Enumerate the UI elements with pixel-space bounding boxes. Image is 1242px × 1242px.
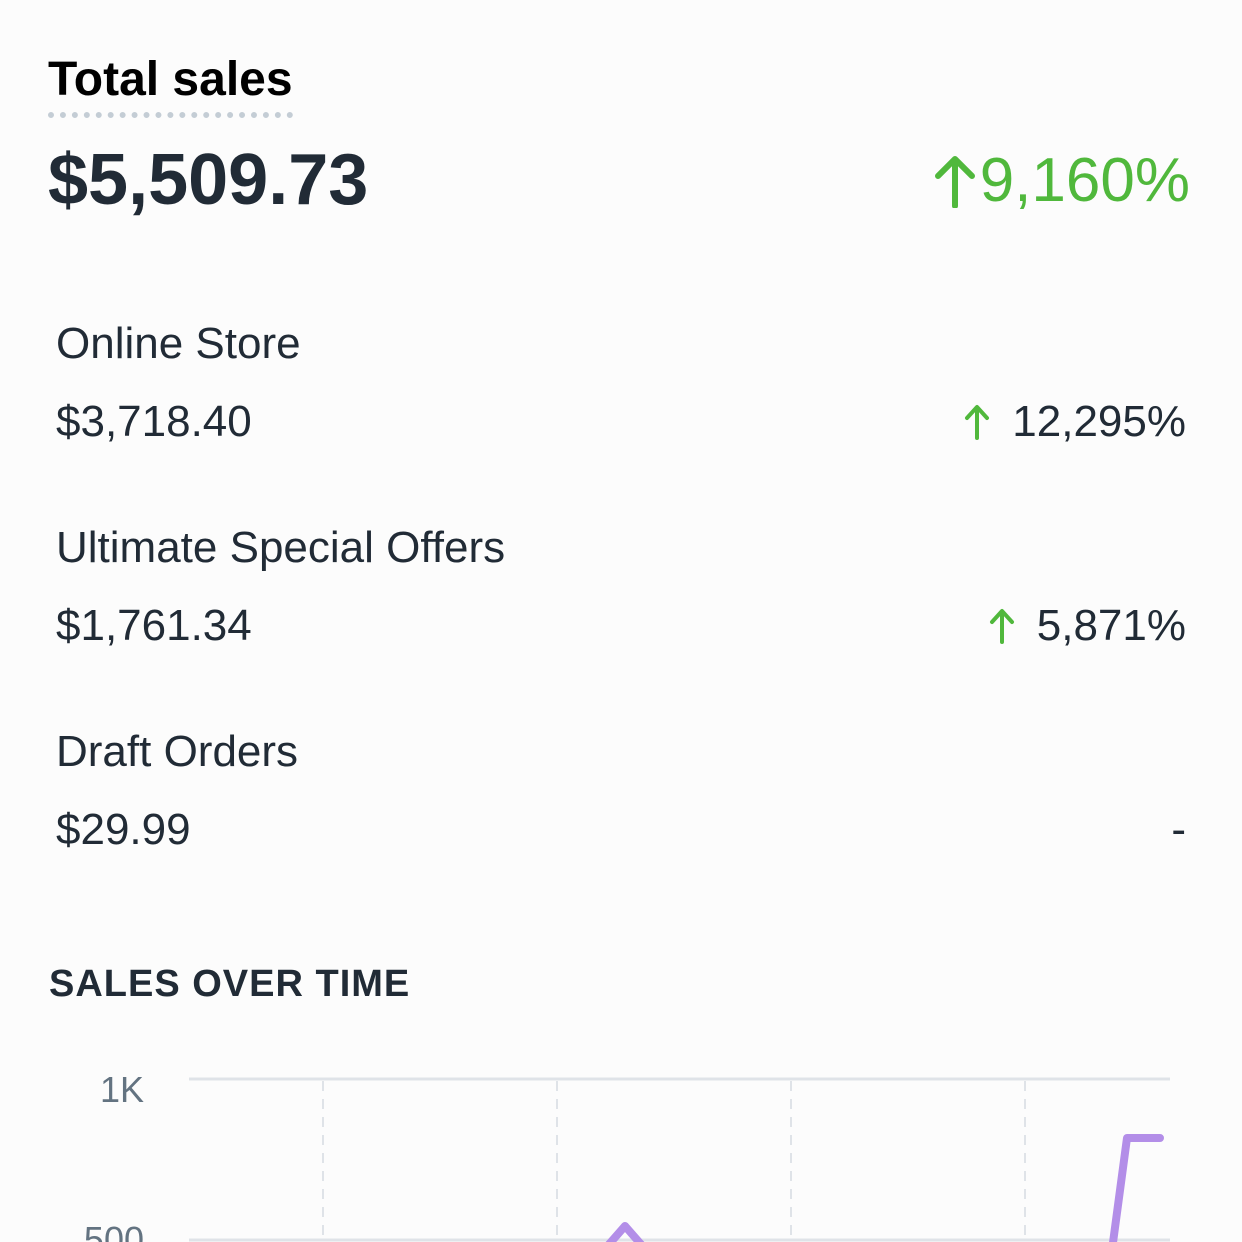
y-tick-label-500: 500	[84, 1219, 144, 1242]
channel-change-value: 12,295%	[1012, 397, 1186, 446]
channel-change-value: -	[1171, 805, 1186, 854]
sales-over-time-title: SALES OVER TIME	[49, 963, 411, 1005]
sales-line-segment	[605, 1222, 645, 1242]
channel-value-ultimate-special-offers: $1,761.34	[56, 601, 252, 650]
channel-value-online-store: $3,718.40	[56, 397, 252, 446]
channel-change-ultimate-special-offers: 5,871%	[989, 600, 1186, 652]
sales-over-time-chart[interactable]: 1K 500	[0, 1040, 1242, 1242]
chart-gridlines	[189, 1077, 1170, 1242]
channel-change-online-store: 12,295%	[964, 396, 1186, 448]
y-tick-label-1k: 1K	[100, 1069, 144, 1110]
total-sales-change: 9,160%	[934, 144, 1190, 218]
channel-change-draft-orders: -	[1171, 804, 1186, 856]
report-title[interactable]: Total sales	[48, 52, 293, 118]
total-change-value: 9,160%	[979, 146, 1190, 215]
channel-value-draft-orders: $29.99	[56, 805, 191, 854]
arrow-up-icon	[934, 156, 975, 208]
total-sales-value: $5,509.73	[48, 140, 369, 220]
sales-line-segment	[1109, 1134, 1164, 1242]
arrow-up-icon	[964, 404, 990, 440]
channel-name-draft-orders: Draft Orders	[56, 727, 299, 776]
channel-name-online-store: Online Store	[56, 319, 301, 368]
channel-change-value: 5,871%	[1036, 601, 1186, 650]
arrow-up-icon	[989, 608, 1015, 644]
channel-name-ultimate-special-offers: Ultimate Special Offers	[56, 523, 506, 572]
sales-series	[605, 1134, 1164, 1242]
